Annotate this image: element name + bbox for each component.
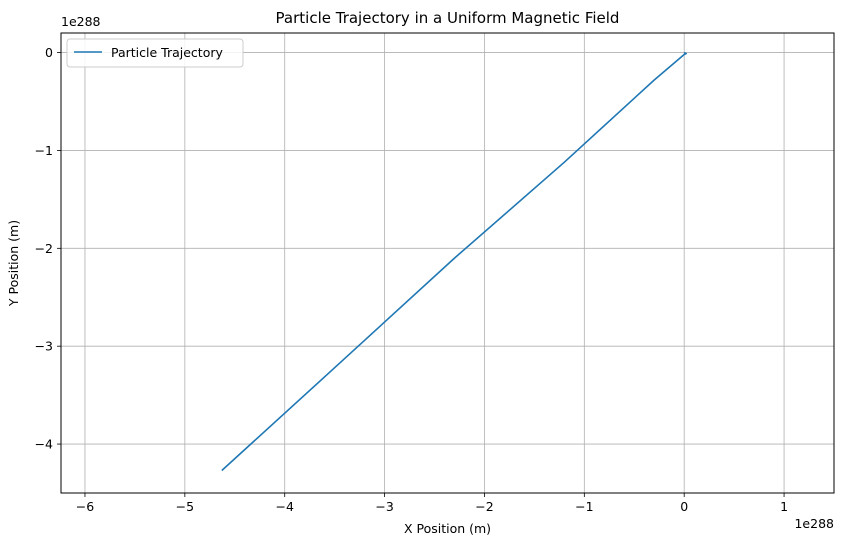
legend-box <box>66 38 244 68</box>
y-tick-label: −3 <box>35 339 53 354</box>
chart-title: Particle Trajectory in a Uniform Magneti… <box>276 9 620 27</box>
plot-area-frame <box>60 32 835 494</box>
x-axis-ticks: −6 −5 −4 −3 −2 −1 0 1 <box>76 493 788 514</box>
x-axis-offset-label: 1e288 <box>794 516 834 531</box>
x-tick-label: −5 <box>176 499 194 514</box>
x-tick-label: 0 <box>680 499 688 514</box>
y-axis-label: Y Position (m) <box>6 220 21 307</box>
x-tick-label: −3 <box>375 499 393 514</box>
y-axis-ticks: −4 −3 −2 −1 0 <box>35 45 61 452</box>
legend-label: Particle Trajectory <box>111 45 223 60</box>
plot-series <box>221 51 687 472</box>
x-tick-label: −6 <box>76 499 94 514</box>
x-tick-label: −2 <box>475 499 493 514</box>
y-axis-offset-label: 1e288 <box>61 14 101 29</box>
legend: Particle Trajectory <box>66 38 244 68</box>
x-axis-label: X Position (m) <box>404 521 491 536</box>
y-gridlines <box>61 52 834 445</box>
x-gridlines <box>84 33 785 493</box>
x-tick-label: −4 <box>275 499 293 514</box>
y-tick-label: 0 <box>45 45 53 60</box>
y-tick-label: −4 <box>35 437 53 452</box>
y-tick-label: −2 <box>35 241 53 256</box>
x-tick-label: 1 <box>780 499 788 514</box>
y-tick-label: −1 <box>35 143 53 158</box>
series-line-particle-trajectory <box>221 51 687 472</box>
x-tick-label: −1 <box>575 499 593 514</box>
